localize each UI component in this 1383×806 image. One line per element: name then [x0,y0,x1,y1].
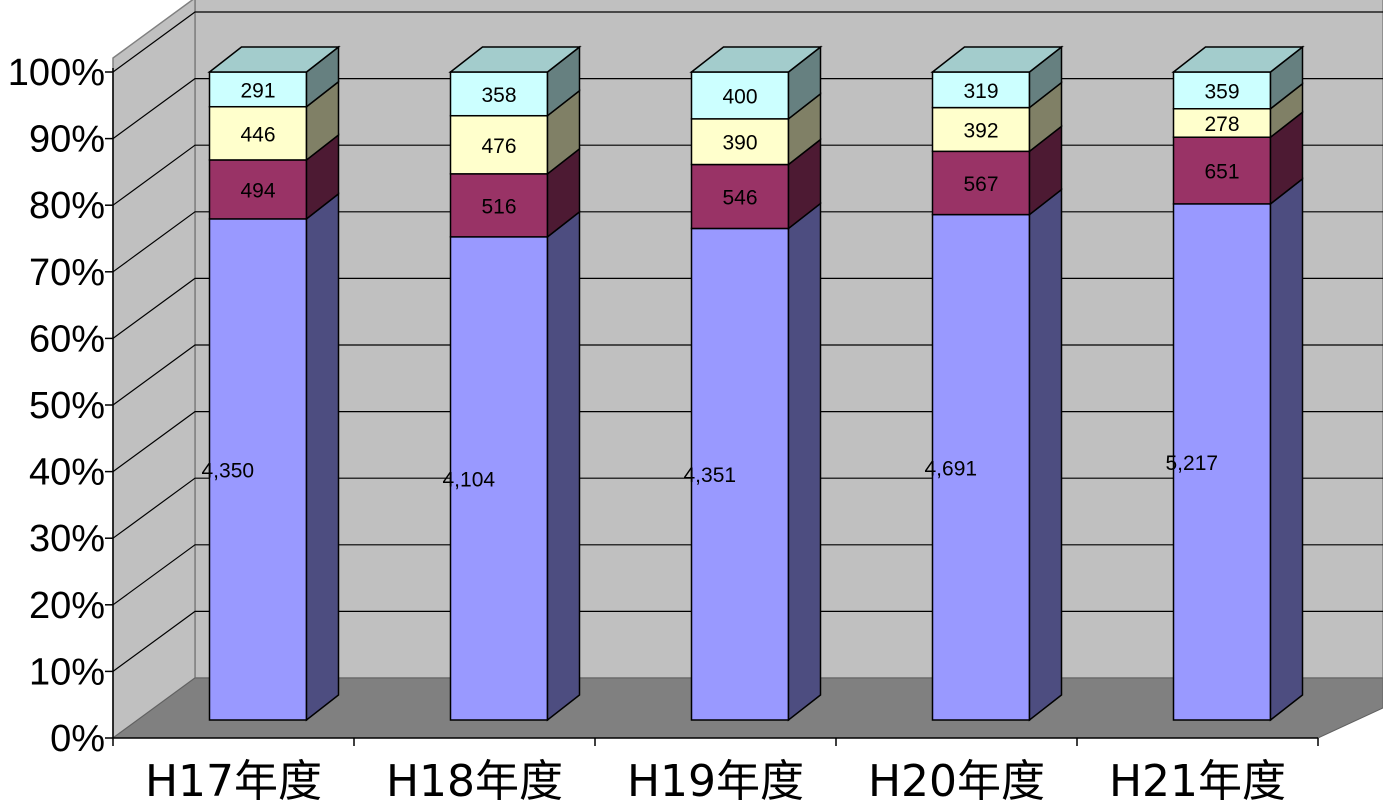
y-tick-label: 90% [29,119,105,161]
bar-segment: 4,350 [202,192,340,722]
bar-segment: 546 [690,137,822,230]
x-tick-label: H17年度 [145,756,322,806]
y-tick-label: 100% [8,52,105,94]
bar-front [690,118,790,166]
bar-front [1172,203,1272,721]
data-label: 567 [963,173,998,196]
bars: 4,3504944462914,1045164763584,3515463904… [202,45,1305,722]
bar-stack: 4,351 546 390 400 [684,45,823,722]
bar-front [1172,71,1272,110]
y-axis: 0% 10% 20% 30% 40% 50% 60% 70% 80% 90% 100% [8,52,114,760]
data-label: 392 [963,119,998,142]
bar-stack: 5,217 651 278 359 [1166,45,1305,722]
bar-side [305,192,340,722]
bar-stack: 4,104 516 476 358 [443,45,582,722]
data-label: 4,691 [925,457,978,480]
y-tick-label: 70% [29,252,105,294]
data-label: 400 [722,85,757,108]
y-tick-label: 40% [29,452,105,494]
data-label: 446 [240,123,275,146]
x-tick-label: H18年度 [386,756,563,806]
bar-segment: 516 [449,147,581,239]
y-tick-label: 20% [29,585,105,627]
bar-top [1171,46,1305,73]
data-label: 516 [481,195,516,218]
data-label: 651 [1204,161,1239,184]
bar-segment: 494 [208,133,340,221]
data-label: 494 [240,179,275,202]
data-label: 4,351 [684,464,737,487]
bar-segment: 319 [930,45,1064,110]
bar-front [208,218,308,721]
bar-front [690,227,790,721]
bar-top [689,46,823,73]
data-label: 359 [1204,80,1239,103]
data-label: 4,104 [443,468,496,491]
bar-side [787,201,822,722]
data-label: 358 [481,84,516,107]
bar-top [448,46,582,73]
bar-segment: 359 [1171,45,1305,111]
bar-segment: 358 [448,45,582,118]
bar-stack: 4,350 494 446 291 [202,45,341,722]
bar-segment: 567 [931,124,1063,217]
y-tick-label: 0% [50,718,105,760]
bar-segment: 651 [1172,110,1304,206]
bar-front [931,71,1031,109]
bar-side [1269,177,1304,722]
y-tick-label: 10% [29,651,105,693]
bar-front [931,213,1031,721]
side-wall [112,0,196,740]
y-tick-label: 30% [29,518,105,560]
bar-segment: 476 [449,89,581,176]
data-label: 546 [722,186,757,209]
bar-stack: 4,691 567 392 319 [925,45,1064,722]
data-label: 476 [481,135,516,158]
bar-top [930,46,1064,73]
bar-front [1172,136,1272,205]
data-label: 278 [1204,113,1239,136]
bar-front [449,173,549,238]
bar-side [546,210,581,722]
x-tick-label: H20年度 [868,756,1045,806]
bar-segment: 400 [689,45,823,121]
bar-segment: 278 [1172,82,1304,139]
bar-segment: 390 [690,92,822,167]
bar-side [1028,188,1063,722]
bar-segment: 4,104 [443,210,581,722]
y-tick-label: 50% [29,385,105,427]
x-axis: H17年度 H18年度 H19年度 H20年度 H21年度 [112,737,1319,806]
bar-top [207,46,341,73]
data-label: 5,217 [1166,452,1219,475]
bar-segment: 5,217 [1166,177,1304,722]
data-label: 390 [722,132,757,155]
y-tick-label: 80% [29,185,105,227]
x-tick-label: H21年度 [1109,756,1286,806]
data-label: 291 [240,79,275,102]
y-tick-label: 60% [29,318,105,360]
bar-segment: 291 [207,45,341,109]
bar-segment: 392 [931,81,1063,153]
bar-segment: 4,351 [684,201,822,722]
bar-front [208,159,308,220]
gridline [112,11,1383,73]
bar-front [449,236,549,721]
x-tick-label: H19年度 [627,756,804,806]
data-label: 4,350 [202,459,255,482]
bar-segment: 4,691 [925,188,1063,722]
data-label: 319 [963,80,998,103]
